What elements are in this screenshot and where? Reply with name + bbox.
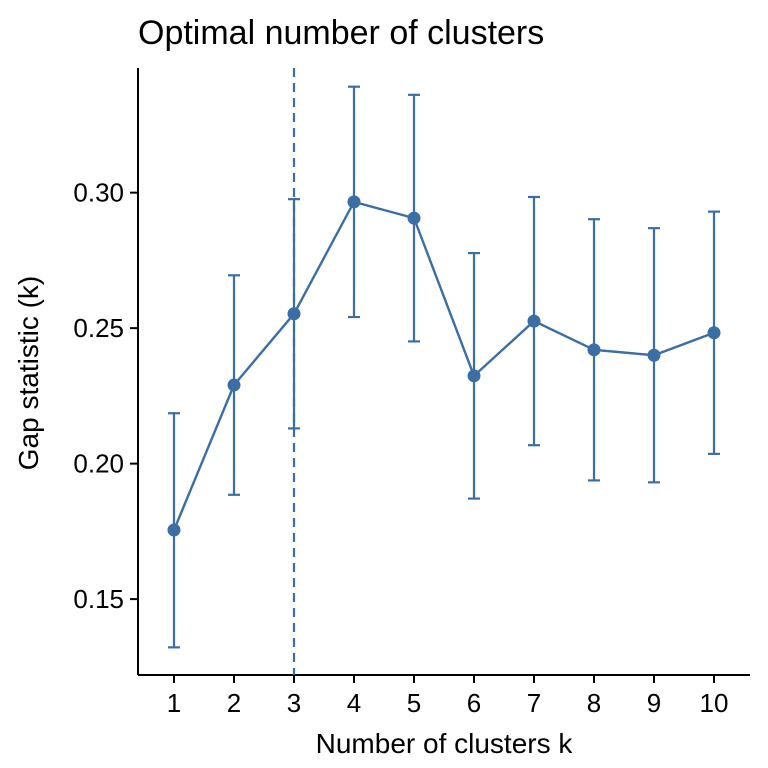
y-tick-label: 0.15 [73,584,124,614]
y-tick-label: 0.20 [73,449,124,479]
x-tick-label: 1 [167,688,181,718]
data-point [647,348,661,362]
x-tick-label: 5 [407,688,421,718]
x-tick-label: 6 [467,688,481,718]
x-tick-label: 3 [287,688,301,718]
data-point [227,378,241,392]
plot-area: 0.15 0.20 0.25 0.30 1 2 3 4 5 6 7 8 9 10 [73,68,750,718]
data-point [467,369,481,383]
x-axis-label: Number of clusters k [316,728,574,759]
series-line [172,200,715,531]
data-point [347,195,361,209]
y-tick-label: 0.25 [73,313,124,343]
data-point [587,343,601,357]
data-point [167,523,181,537]
data-point [407,211,421,225]
data-point [707,326,721,340]
x-tick-label: 8 [587,688,601,718]
data-point [287,307,301,321]
chart-title: Optimal number of clusters [138,14,544,52]
x-tick-label: 4 [347,688,361,718]
x-tick-label: 2 [227,688,241,718]
y-axis-label: Gap statistic (k) [13,276,44,470]
x-tick-label: 7 [527,688,541,718]
x-tick-label: 9 [647,688,661,718]
y-tick-label: 0.30 [73,178,124,208]
x-tick-label: 10 [700,688,729,718]
data-point [527,314,541,328]
